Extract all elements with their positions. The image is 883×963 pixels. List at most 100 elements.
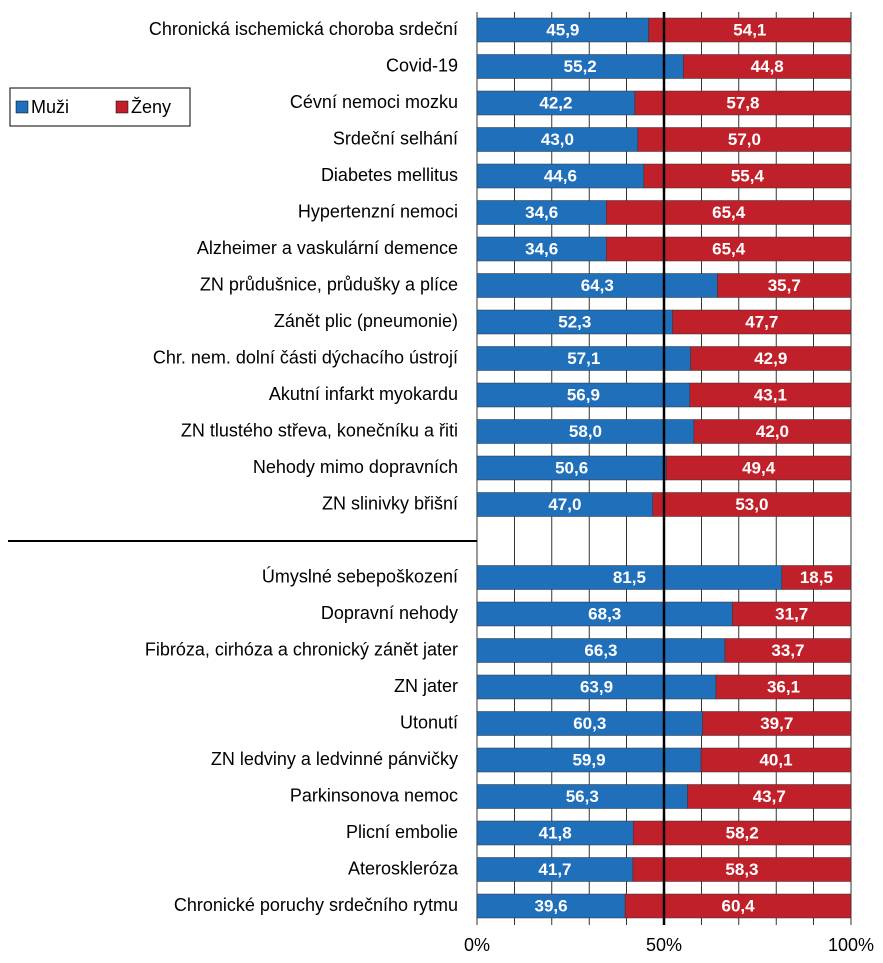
value-label: 44,6	[544, 166, 577, 185]
value-label: 49,4	[742, 458, 776, 477]
category-label: Chronické poruchy srdečního rytmu	[174, 895, 458, 915]
category-label: Nehody mimo dopravních	[253, 457, 458, 477]
value-label: 55,2	[564, 57, 597, 76]
category-label: ZN tlustého střeva, konečníku a řiti	[181, 420, 458, 440]
category-label: Ateroskleróza	[348, 858, 459, 878]
bar-segment	[732, 601, 852, 627]
value-label: 50,6	[555, 458, 588, 477]
category-label: ZN jater	[394, 676, 458, 696]
bar-segment	[715, 674, 852, 700]
category-label: Srdeční selhání	[333, 128, 458, 148]
value-label: 18,5	[800, 568, 833, 587]
value-label: 47,0	[548, 495, 581, 514]
category-label: ZN slinivky břišní	[322, 493, 458, 513]
value-label: 57,1	[567, 349, 600, 368]
value-label: 52,3	[558, 312, 591, 331]
bar-segment	[476, 200, 607, 225]
category-label: Akutní infarkt myokardu	[269, 384, 458, 404]
value-label: 42,2	[539, 93, 572, 112]
bar-segment	[476, 601, 733, 627]
value-label: 35,7	[768, 276, 801, 295]
value-label: 34,6	[525, 203, 558, 222]
legend-label: Ženy	[131, 97, 171, 117]
legend: Muži Ženy	[9, 87, 191, 127]
value-label: 31,7	[775, 604, 808, 623]
category-label: Fibróza, cirhóza a chronický zánět jater	[145, 639, 458, 659]
value-label: 53,0	[735, 495, 768, 514]
bar-segment	[702, 711, 852, 736]
category-label: Utonutí	[400, 712, 458, 732]
category-label: Parkinsonova nemoc	[290, 785, 458, 805]
category-label: Chronická ischemická choroba srdeční	[149, 19, 458, 39]
value-label: 58,3	[725, 860, 758, 879]
category-label: Plicní embolie	[346, 822, 458, 842]
value-label: 44,8	[751, 57, 784, 76]
bar-segment	[606, 200, 852, 225]
bar-segment	[476, 455, 667, 481]
value-label: 33,7	[771, 641, 804, 660]
value-label: 68,3	[588, 604, 621, 623]
value-label: 43,0	[541, 130, 574, 149]
bar-segment	[476, 309, 673, 335]
bar-segment	[476, 820, 634, 846]
bar-segment	[643, 163, 852, 189]
value-label: 58,0	[569, 422, 602, 441]
value-label: 55,4	[731, 166, 765, 185]
bar-segment	[693, 419, 852, 444]
bar-segment	[476, 382, 691, 408]
bar-segment	[781, 565, 852, 590]
bar-segment	[633, 820, 852, 846]
bar-segment	[476, 236, 607, 262]
legend-swatch	[15, 100, 29, 114]
value-label: 58,2	[726, 823, 759, 842]
bar-segment	[689, 382, 852, 408]
x-tick-label: 0%	[464, 935, 490, 955]
bar-segment	[476, 17, 649, 43]
legend-label: Muži	[31, 97, 69, 117]
value-label: 34,6	[525, 239, 558, 258]
category-label: Diabetes mellitus	[321, 165, 458, 185]
value-label: 64,3	[581, 276, 614, 295]
x-tick-label: 100%	[828, 935, 874, 955]
bar-segment	[700, 747, 852, 773]
legend-swatch	[115, 100, 129, 114]
bar-segment	[632, 857, 852, 882]
bar-segment	[672, 309, 852, 335]
bar-segment	[476, 565, 783, 590]
x-tick-label: 50%	[646, 935, 682, 955]
bar-segment	[476, 90, 636, 116]
category-label: Covid-19	[386, 55, 458, 75]
value-label: 60,4	[722, 896, 756, 915]
category-label: ZN ledviny a ledvinné pánvičky	[211, 749, 458, 769]
bar-segment	[690, 346, 852, 371]
value-label: 39,6	[535, 896, 568, 915]
bar-segment	[476, 674, 717, 700]
bar-segment	[606, 236, 852, 262]
category-label: Chr. nem. dolní části dýchacího ústrojí	[153, 347, 458, 367]
value-label: 56,3	[566, 787, 599, 806]
bar-segment	[476, 163, 645, 189]
bar-segment	[476, 273, 718, 298]
category-label: ZN průdušnice, průdušky a plíce	[200, 274, 458, 294]
bar-segment	[717, 273, 852, 298]
bar-segment	[476, 893, 626, 919]
bar-segment	[476, 419, 695, 444]
bar-segment	[665, 455, 852, 481]
value-label: 81,5	[613, 568, 646, 587]
value-label: 40,1	[759, 750, 792, 769]
category-label: Úmyslné sebepoškození	[262, 565, 458, 586]
value-label: 41,8	[539, 823, 572, 842]
bar-segment	[724, 638, 852, 663]
value-label: 54,1	[733, 20, 766, 39]
value-label: 43,1	[754, 385, 787, 404]
bar-segment	[637, 127, 852, 152]
value-label: 66,3	[584, 641, 617, 660]
category-label: Alzheimer a vaskulární demence	[197, 238, 458, 258]
value-label: 42,9	[754, 349, 787, 368]
legend-box	[9, 87, 191, 127]
category-label: Zánět plic (pneumonie)	[274, 311, 458, 331]
bar-segment	[652, 492, 852, 517]
bar-segment	[648, 17, 852, 43]
category-label: Cévní nemoci mozku	[290, 92, 458, 112]
